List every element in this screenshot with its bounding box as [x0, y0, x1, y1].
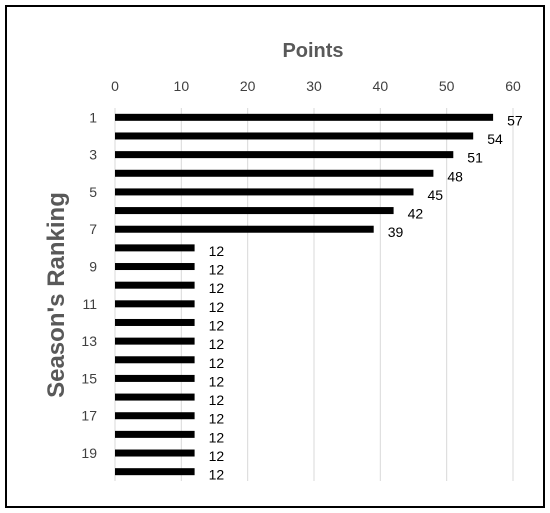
data-label: 12 — [209, 336, 225, 352]
x-tick-label: 30 — [306, 78, 322, 94]
y-tick-label: 9 — [89, 259, 97, 275]
bar — [115, 300, 195, 308]
data-label: 12 — [209, 317, 225, 333]
x-tick-labels: 0 10 20 30 40 50 60 — [111, 78, 521, 94]
y-tick-label: 15 — [81, 370, 97, 386]
bar — [115, 318, 195, 326]
y-tick-label: 11 — [82, 296, 97, 312]
data-label: 12 — [209, 392, 225, 408]
bar — [115, 207, 394, 215]
data-label: 12 — [209, 243, 225, 259]
bar — [115, 430, 195, 438]
gridlines — [114, 108, 514, 481]
bar — [115, 244, 195, 252]
x-tick-label: 50 — [439, 78, 455, 94]
y-tick-label: 17 — [81, 408, 97, 424]
bar — [115, 188, 414, 196]
data-label: 54 — [487, 131, 503, 147]
bar — [115, 337, 195, 345]
bar — [115, 449, 195, 457]
data-label: 57 — [507, 112, 523, 128]
x-tick-label: 40 — [373, 78, 389, 94]
data-label: 12 — [209, 280, 225, 296]
bars — [115, 113, 494, 476]
bar — [115, 393, 195, 401]
x-axis-title: Points — [282, 40, 343, 62]
y-tick-label: 5 — [89, 184, 97, 200]
data-label: 42 — [408, 206, 424, 222]
x-tick-label: 20 — [240, 78, 256, 94]
bar — [115, 113, 494, 121]
bar — [115, 468, 195, 476]
data-label: 12 — [209, 411, 225, 427]
bar — [115, 263, 195, 271]
bar — [115, 356, 195, 364]
bar — [115, 169, 434, 177]
y-axis-title: Season's Ranking — [43, 192, 70, 398]
bar — [115, 151, 454, 159]
y-tick-label: 13 — [81, 333, 97, 349]
data-label: 12 — [209, 373, 225, 389]
data-label: 45 — [428, 187, 444, 203]
x-tick-label: 0 — [111, 78, 119, 94]
data-label: 12 — [209, 429, 225, 445]
y-tick-label: 3 — [89, 147, 97, 163]
data-label: 12 — [209, 448, 225, 464]
bar — [115, 281, 195, 289]
data-label: 12 — [209, 299, 225, 315]
chart-frame — [5, 5, 545, 508]
y-tick-label: 19 — [81, 445, 97, 461]
x-tick-label: 60 — [505, 78, 521, 94]
bar — [115, 374, 195, 382]
x-tick-label: 10 — [174, 78, 190, 94]
bar — [115, 412, 195, 420]
data-label: 39 — [388, 224, 404, 240]
bar — [115, 132, 474, 140]
data-label: 12 — [209, 467, 225, 483]
data-label: 48 — [447, 168, 463, 184]
bar — [115, 225, 374, 233]
y-tick-label: 7 — [89, 221, 97, 237]
data-label: 51 — [467, 150, 483, 166]
data-label: 12 — [209, 355, 225, 371]
data-label: 12 — [209, 262, 225, 278]
y-tick-label: 1 — [89, 109, 97, 125]
